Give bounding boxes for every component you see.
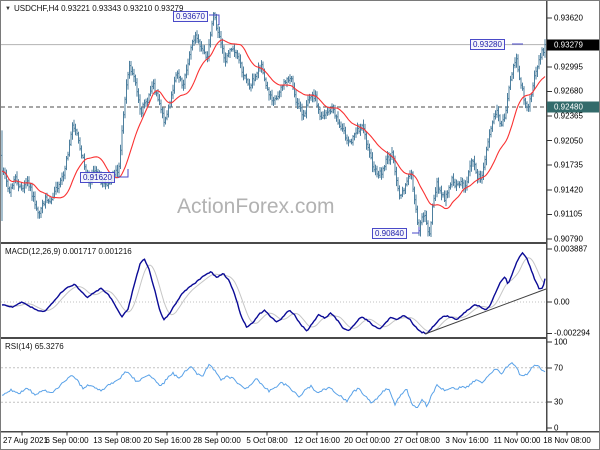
rsi-label: RSI(14) 65.3276 — [5, 342, 64, 351]
date-label: 13 Sep 08:00 — [93, 436, 141, 445]
date-label: 28 Sep 00:00 — [193, 436, 241, 445]
annotation-connectors — [118, 14, 523, 234]
watermark: ActionForex.com — [177, 195, 335, 218]
trendline[interactable] — [424, 288, 547, 335]
price-tick-label: 0.92995 — [554, 62, 583, 72]
macd-line — [1, 251, 546, 335]
rsi-line — [1, 362, 546, 408]
rsi-tick-label: 0 — [554, 423, 559, 433]
macd-panel[interactable] — [1, 245, 546, 337]
level-price-label: 0.92480 — [547, 101, 599, 113]
date-label: 11 Nov 00:00 — [493, 436, 541, 445]
date-label: 3 Nov 16:00 — [445, 436, 489, 445]
date-ticks — [21, 432, 568, 436]
rsi-tick-label: 30 — [554, 397, 563, 407]
price-tick-label: 0.91420 — [554, 185, 583, 195]
panel-separators — [1, 1, 599, 433]
data-window-triangle-icon[interactable]: ▼ — [5, 5, 11, 12]
date-label: 20 Sep 16:00 — [143, 436, 191, 445]
candlestick-ticks — [1, 12, 547, 235]
price-annotation: 0.93280 — [470, 39, 505, 50]
current-price-label: 0.93279 — [547, 39, 599, 51]
macd-signal-line — [1, 257, 546, 333]
date-label: 6 Sep 00:00 — [45, 436, 89, 445]
chart-title-text: USDCHF,H4 0.93221 0.93343 0.93210 0.9327… — [13, 4, 184, 13]
chart-title: ▼ USDCHF,H4 0.93221 0.93343 0.93210 0.93… — [5, 4, 183, 13]
rsi-panel[interactable] — [1, 340, 546, 431]
macd-label: MACD(12,26,9) 0.001717 0.001216 — [5, 247, 132, 256]
price-tick-label: 0.91735 — [554, 160, 583, 170]
price-tick-label: 0.93620 — [554, 13, 583, 23]
macd-tick-label: -0.002294 — [554, 328, 591, 338]
date-label: 12 Oct 16:00 — [294, 436, 340, 445]
price-annotation: 0.90840 — [372, 228, 407, 239]
price-tick-label: 0.92680 — [554, 86, 583, 96]
macd-tick-label: 0.003887 — [554, 244, 588, 254]
rsi-tick-label: 100 — [554, 337, 568, 347]
price-tick-label: 0.92050 — [554, 136, 583, 146]
macd-tick-label: 0.00 — [554, 297, 570, 307]
price-tick-label: 0.90790 — [554, 234, 583, 244]
date-axis[interactable]: 27 Aug 2021 6 Sep 00:00 13 Sep 08:00 20 Sep… — [1, 434, 599, 449]
date-label: 18 Nov 08:00 — [543, 436, 591, 445]
price-tick-label: 0.91105 — [554, 209, 583, 219]
axis-ticks — [547, 17, 552, 429]
price-annotation: 0.93670 — [173, 11, 208, 22]
main-chart-panel[interactable] — [1, 1, 546, 242]
rsi-tick-label: 70 — [554, 363, 563, 373]
price-annotation: 0.91620 — [80, 172, 115, 183]
date-label: 27 Aug 2021 — [3, 436, 48, 445]
date-label: 27 Oct 08:00 — [394, 436, 440, 445]
grid-lines — [1, 44, 546, 403]
date-label: 5 Oct 08:00 — [246, 436, 288, 445]
date-label: 20 Oct 00:00 — [344, 436, 390, 445]
price-axis[interactable]: 0.93620 0.92995 0.92680 0.92365 0.92050 0.917… — [547, 1, 599, 433]
price-tick-label: 0.92365 — [554, 111, 583, 121]
ma-line — [1, 39, 546, 210]
